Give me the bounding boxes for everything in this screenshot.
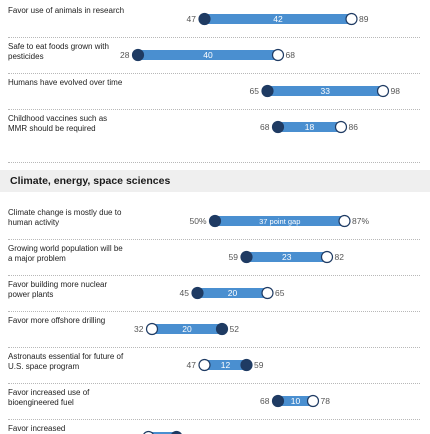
row-label: Childhood vaccines such as MMR should be… — [8, 114, 108, 133]
row-divider — [8, 347, 420, 348]
low-dot — [208, 214, 222, 228]
low-dot — [143, 430, 154, 434]
low-dot — [198, 358, 211, 372]
high-dot — [271, 48, 285, 62]
gap-label: 37 point gap — [259, 217, 300, 226]
gap-bar — [148, 432, 177, 434]
low-value-label: 28 — [120, 50, 130, 60]
gap-bar — [204, 14, 352, 24]
gap-label: 33 — [321, 86, 331, 96]
gap-bar — [246, 252, 327, 262]
high-dot — [334, 120, 348, 134]
gap-label: 18 — [305, 122, 315, 132]
low-dot — [145, 322, 159, 336]
row-label: Favor use of animals in research — [8, 6, 125, 15]
gap-bar — [204, 360, 247, 370]
gap-label: 23 — [282, 252, 292, 262]
high-value-label: 39 — [184, 432, 194, 434]
gap-bar — [267, 86, 383, 96]
row-divider — [8, 239, 420, 240]
low-dot — [131, 48, 145, 62]
high-value-label: 52 — [230, 324, 240, 334]
gap-label: 20 — [182, 324, 192, 334]
low-value-label: 59 — [229, 252, 239, 262]
row-label: Growing world population will be a major… — [8, 244, 123, 263]
high-dot — [171, 430, 182, 434]
high-value-label: 65 — [275, 288, 285, 298]
row-divider — [8, 37, 420, 38]
low-value-label: 68 — [260, 122, 270, 132]
section-title: Climate, energy, space sciences — [10, 175, 171, 187]
row-divider — [8, 419, 420, 420]
high-value-label: 89 — [359, 14, 369, 24]
row-label: Humans have evolved over time — [8, 78, 123, 87]
gap-label: 20 — [228, 288, 238, 298]
gap-bar — [197, 288, 268, 298]
high-dot — [261, 286, 274, 300]
high-value-label: 87% — [352, 216, 369, 226]
row-label: Favor more offshore drilling — [8, 316, 106, 325]
low-dot — [198, 12, 211, 26]
high-dot — [215, 322, 229, 336]
high-dot — [376, 84, 390, 98]
row-divider — [8, 383, 420, 384]
low-dot — [240, 250, 253, 264]
gap-label: 40 — [203, 50, 213, 60]
low-value-label: 45 — [180, 288, 190, 298]
row-divider — [8, 275, 420, 276]
row-label: Astronauts essential for future of U.S. … — [8, 352, 124, 371]
row-divider — [8, 73, 420, 74]
row-label: Safe to eat foods grown with pesticides — [8, 42, 109, 61]
low-value-label: 65 — [250, 86, 260, 96]
low-value-label: 68 — [260, 396, 270, 406]
section-band: Climate, energy, space sciences — [0, 170, 430, 192]
high-value-label: 78 — [321, 396, 331, 406]
row-divider — [8, 311, 420, 312]
high-dot — [240, 358, 253, 372]
low-dot — [271, 120, 285, 134]
high-dot — [320, 250, 334, 264]
high-value-label: 82 — [335, 252, 345, 262]
gap-label: 8 — [160, 432, 165, 434]
gap-label: 42 — [273, 14, 283, 24]
high-value-label: 68 — [286, 50, 296, 60]
low-dot — [261, 84, 274, 98]
gap-bar — [138, 50, 278, 60]
gap-bar — [278, 122, 341, 132]
high-value-label: 59 — [254, 360, 264, 370]
row-label: Favor building more nuclear power plants — [8, 280, 108, 299]
low-value-label: 50% — [189, 216, 206, 226]
low-dot — [271, 394, 285, 408]
row-label: Favor increased use of bioengineered fue… — [8, 388, 90, 407]
gap-label: 12 — [221, 360, 231, 370]
row-divider — [8, 109, 420, 110]
high-dot — [345, 12, 358, 26]
high-value-label: 98 — [391, 86, 401, 96]
gap-bar — [215, 216, 345, 226]
row-label: Climate change is mostly due to human ac… — [8, 208, 122, 227]
high-value-label: 86 — [349, 122, 359, 132]
low-value-label: 47 — [187, 14, 197, 24]
high-dot — [306, 394, 320, 408]
gap-bar — [152, 324, 222, 334]
gap-label: 10 — [291, 396, 301, 406]
low-value-label: 47 — [187, 360, 197, 370]
low-value-label: 32 — [134, 324, 144, 334]
low-value-label: 31 — [131, 432, 141, 434]
row-label: Favor increased — [8, 424, 66, 433]
row-divider — [8, 162, 420, 163]
high-dot — [338, 214, 351, 228]
gap-bar — [278, 396, 313, 406]
low-dot — [191, 286, 204, 300]
